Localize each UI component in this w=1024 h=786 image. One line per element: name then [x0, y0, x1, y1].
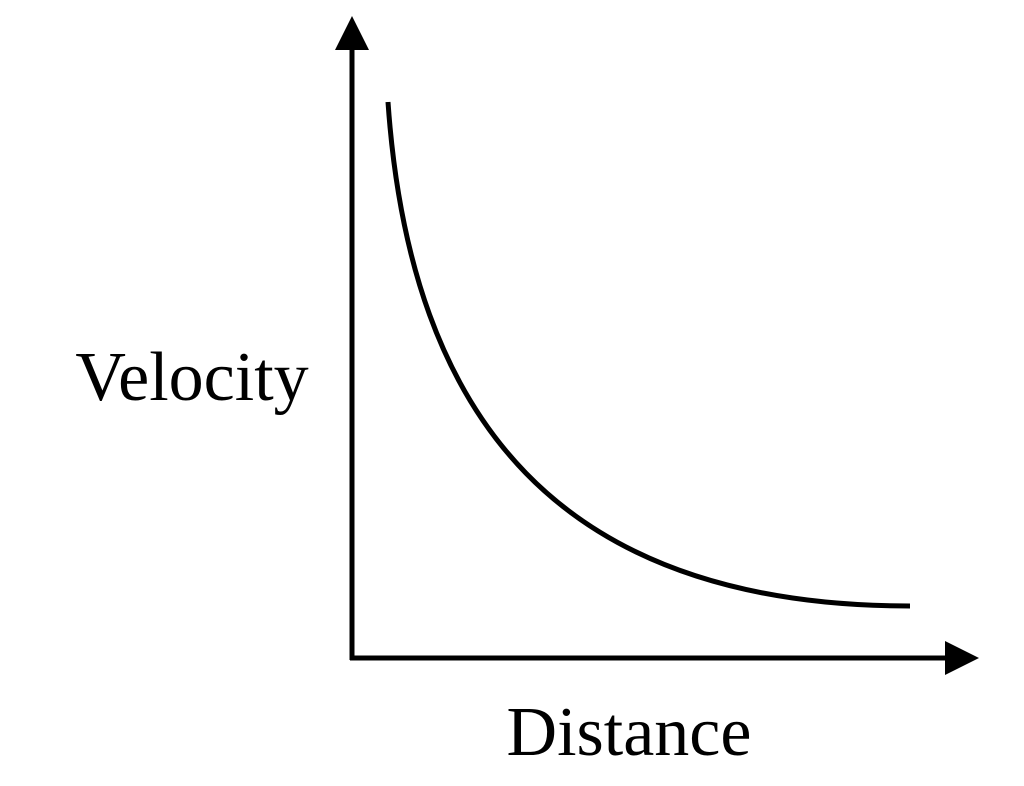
x-axis-label: Distance [507, 694, 752, 771]
y-axis-label: Velocity [75, 339, 308, 416]
y-axis-arrow [335, 16, 369, 50]
x-axis-arrow [945, 641, 979, 675]
curve [385, 101, 911, 609]
